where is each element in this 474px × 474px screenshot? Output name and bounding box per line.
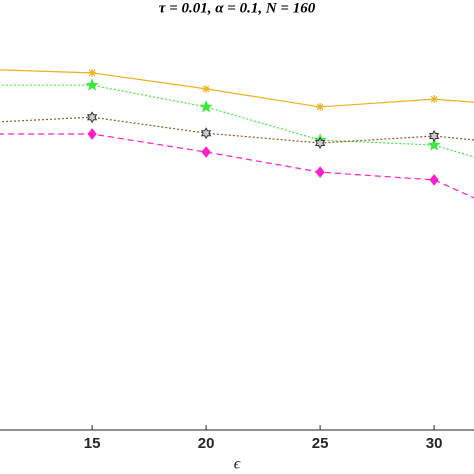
plot-area [0,68,474,199]
marker [315,166,325,178]
x-axis-label: ϵ [234,456,241,473]
marker [88,68,97,77]
series-line [0,69,474,108]
marker [199,99,213,113]
marker [86,111,98,124]
marker [201,146,211,158]
marker [85,78,99,91]
x-tick-label: 30 [426,435,443,452]
chart-title: τ = 0.01, α = 0.1, N = 160 [159,0,316,16]
marker [316,102,325,111]
x-tick-label: 25 [312,435,329,452]
series-line [0,116,474,144]
marker [87,128,97,140]
x-tick-label: 15 [84,435,101,452]
marker [427,138,441,151]
marker [430,95,439,104]
series-line [0,133,474,199]
marker [314,137,326,149]
marker [202,84,211,93]
series-line [0,84,474,158]
x-tick-label: 20 [198,435,215,452]
marker [200,127,212,140]
marker [429,174,439,186]
marker [428,130,440,142]
